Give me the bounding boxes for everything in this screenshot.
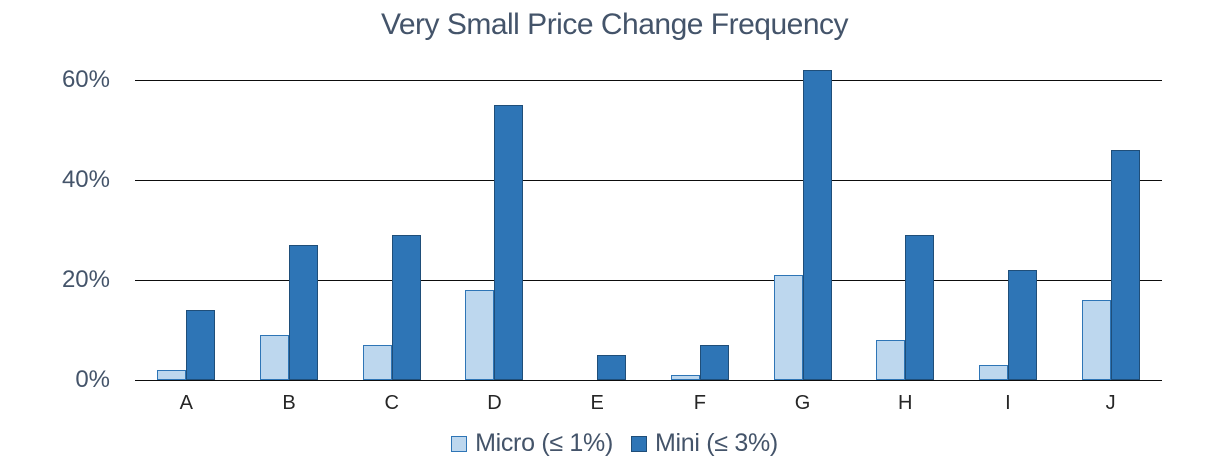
bar-mini-G [802, 70, 832, 380]
bar-mini-D [494, 105, 524, 380]
bar-mini-F [699, 345, 729, 380]
x-tick-label-B: B [282, 392, 296, 414]
x-tick-label-H: H [898, 392, 913, 414]
x-tick-label-C: C [384, 392, 399, 414]
bar-micro-C [362, 345, 392, 380]
bar-micro-A [157, 370, 187, 380]
y-tick-label-60%: 60% [61, 66, 110, 93]
plot-area [135, 60, 1162, 381]
micro-legend-label: Micro (≤ 1%) [475, 429, 613, 457]
legend-item-mini: Mini (≤ 3%) [630, 429, 778, 458]
mini-legend-label: Mini (≤ 3%) [654, 429, 778, 457]
x-axis-line [135, 380, 1162, 381]
micro-series-swatch-icon [451, 435, 468, 452]
bar-mini-A [186, 310, 216, 380]
bar-mini-J [1110, 150, 1140, 380]
x-tick-label-F: F [693, 392, 706, 414]
bar-mini-I [1007, 270, 1037, 380]
x-tick-label-I: I [1005, 392, 1011, 414]
gridline-60 [135, 80, 1162, 81]
gridline-40 [135, 180, 1162, 181]
bar-micro-F [670, 375, 700, 380]
x-tick-label-G: G [794, 392, 811, 414]
x-tick-label-D: D [487, 392, 502, 414]
y-tick-label-40%: 40% [61, 166, 110, 193]
bar-micro-G [773, 275, 803, 380]
bar-micro-B [260, 335, 290, 380]
gridline-20 [135, 280, 1162, 281]
x-tick-label-E: E [590, 392, 604, 414]
x-tick-label-J: J [1105, 392, 1116, 414]
chart-title: Very Small Price Change Frequency [380, 8, 849, 41]
y-tick-label-20%: 20% [61, 266, 110, 293]
bar-micro-J [1081, 300, 1111, 380]
mini-series-swatch-icon [630, 435, 647, 452]
legend-item-micro: Micro (≤ 1%) [451, 429, 613, 458]
bar-mini-H [905, 235, 935, 380]
y-tick-label-0%: 0% [75, 366, 110, 393]
bar-mini-B [289, 245, 319, 380]
x-tick-label-A: A [179, 392, 194, 414]
bar-mini-C [391, 235, 421, 380]
bars-layer [135, 60, 1162, 380]
bar-micro-D [465, 290, 495, 380]
legend: Micro (≤ 1%) Mini (≤ 3%) [0, 429, 1229, 458]
bar-micro-H [876, 340, 906, 380]
bar-mini-E [597, 355, 627, 380]
bar-micro-I [978, 365, 1008, 380]
